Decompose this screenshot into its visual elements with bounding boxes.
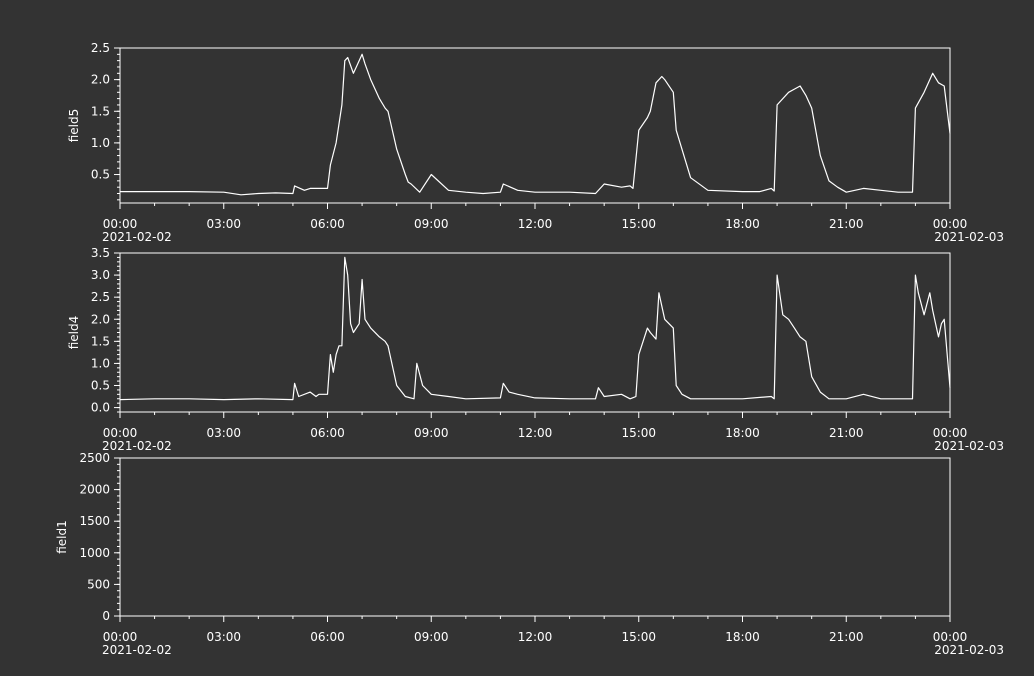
x-tick-label: 18:00 — [725, 217, 760, 231]
series-line — [120, 53, 951, 196]
x-tick-label: 15:00 — [621, 217, 656, 231]
y-tick-label: 0.5 — [91, 379, 110, 393]
x-tick-label: 06:00 — [310, 217, 345, 231]
x-tick-label: 03:00 — [206, 217, 241, 231]
y-tick-label: 1.5 — [91, 104, 110, 118]
y-tick-label: 0.5 — [91, 168, 110, 182]
x-tick-label: 09:00 — [414, 217, 449, 231]
x-date-label: 2021-02-02 — [102, 439, 172, 453]
x-tick-label: 18:00 — [725, 426, 760, 440]
y-axis-label: field1 — [55, 520, 69, 554]
y-tick-label: 1500 — [79, 514, 110, 528]
x-tick-label: 21:00 — [829, 630, 864, 644]
y-tick-label: 1.0 — [91, 356, 110, 370]
y-axis-label: field4 — [67, 316, 81, 350]
y-axis-label: field5 — [67, 109, 81, 143]
x-tick-label: 12:00 — [518, 426, 553, 440]
x-tick-label: 12:00 — [518, 217, 553, 231]
y-tick-label: 2.0 — [91, 73, 110, 87]
y-tick-label: 2.5 — [91, 41, 110, 55]
x-tick-label: 06:00 — [310, 426, 345, 440]
x-date-label: 2021-02-02 — [102, 230, 172, 244]
y-tick-label: 500 — [87, 577, 110, 591]
x-tick-label: 21:00 — [829, 426, 864, 440]
x-tick-label: 00:00 — [933, 217, 968, 231]
x-tick-label: 09:00 — [414, 630, 449, 644]
chart-panel-field1: 0 500 1000 1500 2000 2500 field1 00:00 03:00 06:0… — [55, 451, 1004, 657]
plot-frame — [119, 47, 951, 204]
x-tick-label: 21:00 — [829, 217, 864, 231]
y-tick-label: 2.5 — [91, 290, 110, 304]
y-tick-label: 2.0 — [91, 312, 110, 326]
y-tick-label: 1000 — [79, 546, 110, 560]
plot-frame — [119, 457, 951, 617]
x-tick-label: 09:00 — [414, 426, 449, 440]
y-tick-label: 0.0 — [91, 401, 110, 415]
x-tick-label: 00:00 — [103, 217, 138, 231]
y-tick-label: 3.0 — [91, 268, 110, 282]
x-tick-label: 00:00 — [933, 630, 968, 644]
x-tick-label: 03:00 — [206, 630, 241, 644]
x-date-label: 2021-02-03 — [934, 643, 1004, 657]
y-tick-label: 3.5 — [91, 246, 110, 260]
plot-frame — [119, 252, 951, 413]
x-tick-label: 00:00 — [103, 426, 138, 440]
x-tick-label: 00:00 — [933, 426, 968, 440]
y-tick-label: 2000 — [79, 483, 110, 497]
x-tick-label: 15:00 — [621, 426, 656, 440]
chart-panel-field4: 0.0 0.5 1.0 1.5 2.0 2.5 3.0 3.5 field4 00:00 03:00… — [67, 246, 1004, 453]
y-tick-label: 0 — [102, 609, 110, 623]
y-tick-label: 1.0 — [91, 136, 110, 150]
x-tick-label: 15:00 — [621, 630, 656, 644]
x-date-label: 2021-02-03 — [934, 230, 1004, 244]
x-tick-label: 18:00 — [725, 630, 760, 644]
x-tick-label: 00:00 — [103, 630, 138, 644]
x-date-label: 2021-02-03 — [934, 439, 1004, 453]
chart-panel-field5: 0.5 1.0 1.5 2.0 2.5 field5 00:00 03:00 06:00 09:0… — [67, 41, 1004, 244]
x-tick-label: 03:00 — [206, 426, 241, 440]
y-tick-label: 2500 — [79, 451, 110, 465]
x-date-label: 2021-02-02 — [102, 643, 172, 657]
x-tick-label: 06:00 — [310, 630, 345, 644]
x-tick-label: 12:00 — [518, 630, 553, 644]
series-line — [119, 256, 951, 401]
y-tick-label: 1.5 — [91, 334, 110, 348]
